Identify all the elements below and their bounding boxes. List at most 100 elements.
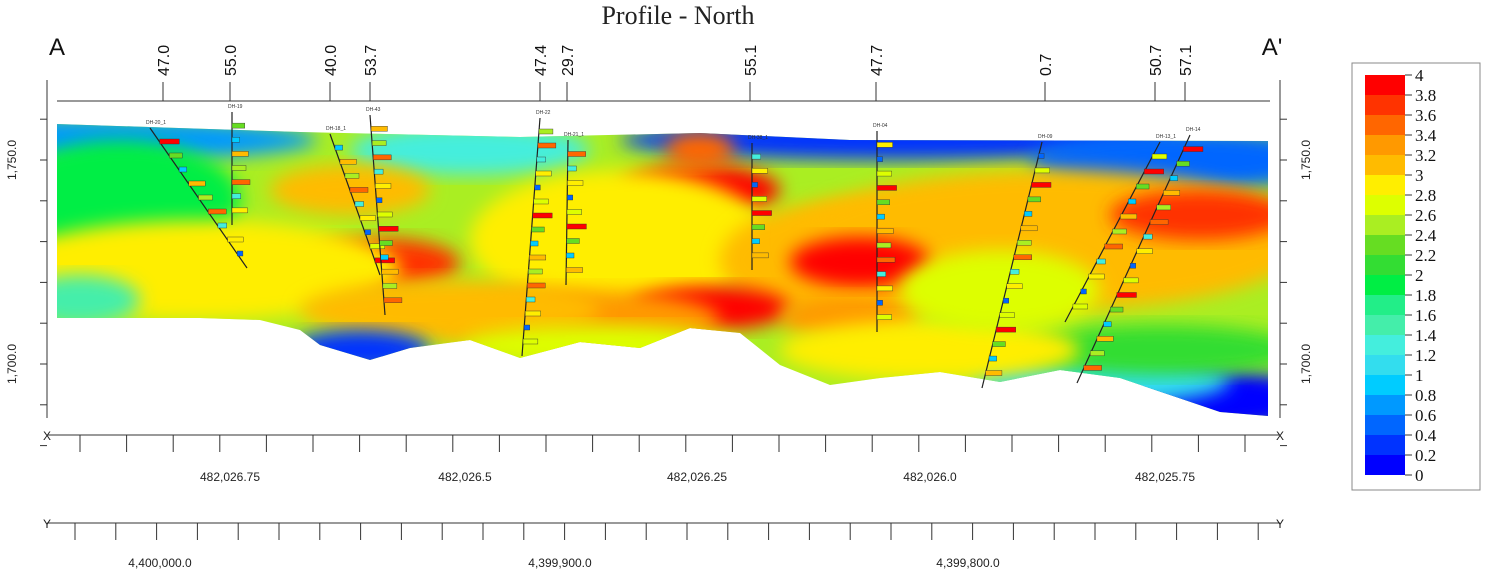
assay-bar [538,128,554,135]
legend-label: 3 [1415,166,1424,185]
assay-bar [526,296,536,303]
drillhole-label: DH-13_1 [1156,134,1176,140]
legend-label: 2.2 [1415,246,1436,265]
assay-bar [379,240,393,246]
assay-bar [876,170,893,177]
assay-bar [566,267,583,273]
assay-bar [876,257,896,263]
assay-bar [1103,321,1112,327]
legend-swatch [1365,255,1405,275]
assay-bar [988,355,997,362]
assay-bar [373,154,392,161]
assay-bar [992,341,1006,347]
section-start-label: A [49,34,65,61]
assay-bar [876,242,892,249]
dip-label: 55.0 [223,45,240,76]
assay-bar [1120,213,1138,220]
assay-bar [1080,288,1087,295]
assay-bar [1038,153,1045,159]
x-axis-tick-label: 482,026.0 [903,470,957,484]
assay-bar [1002,297,1009,304]
assay-bar [1034,167,1050,174]
drillhole-label: DH-19 [228,104,243,110]
dip-label: 0.7 [1038,54,1055,76]
assay-bar [159,138,180,145]
assay-bar [751,168,768,174]
x-axis-tick-label: 482,026.75 [200,470,260,484]
assay-bar [349,187,369,193]
contour-blob [460,325,740,365]
assay-bar [1013,254,1032,260]
assay-bar [381,268,399,275]
legend-swatch [1365,375,1405,395]
legend-label: 3.4 [1415,126,1437,145]
assay-bar [876,300,883,306]
x-axis-tick-label: 482,025.75 [1135,470,1195,484]
assay-bar [751,224,766,230]
assay-bar [1149,219,1169,225]
assay-bar [1143,233,1153,240]
drillhole-label: DH-21_1 [564,132,584,138]
contour-blob [1020,325,1268,375]
contour-blob [900,250,1100,330]
x-axis-tick-label: 482,026.25 [667,470,727,484]
legend-swatch [1365,455,1405,475]
assay-bar [523,324,530,331]
assay-bar [231,179,251,185]
assay-bar [1104,243,1123,250]
legend-label: 1.6 [1415,306,1436,325]
assay-bar [751,252,769,259]
assay-bar [1083,365,1102,371]
drillhole-label: DH-09 [1038,134,1053,140]
elevation-tick-label: 1,700.0 [5,344,19,384]
contour-blob [470,170,770,310]
section-end-label: A' [1262,34,1283,61]
assay-bar [527,282,546,289]
legend-label: 3.6 [1415,106,1436,125]
assay-bar [1110,306,1124,313]
assay-bar [567,194,574,201]
legend-label: 2 [1415,266,1424,285]
assay-bar [876,228,894,234]
assay-bar [567,151,586,157]
assay-bar [1129,263,1136,269]
assay-bar [354,201,365,207]
assay-bar [377,211,393,218]
assay-bar [369,243,386,250]
contour-blob [57,275,140,325]
assay-bar [999,312,1015,318]
assay-bar [376,197,383,203]
drillholes: DH-20_1 DH-19 DH-18_1 DH-43 DH-22 DH-21_1 DH-3… [146,104,1204,389]
assay-bar [378,226,399,232]
legend-label: 0 [1415,466,1424,485]
assay-bar [231,165,247,171]
dip-label: 47.4 [533,45,550,76]
assay-bar [178,166,187,173]
legend-label: 2.4 [1415,226,1437,245]
assay-bar [370,126,388,132]
dip-label: 40.0 [323,45,340,76]
drillhole-label: DH-43 [366,107,381,113]
assay-bar [1183,146,1204,152]
assay-bar [751,238,760,244]
assay-bar [1136,183,1150,190]
assay-bar [566,223,587,230]
y-axis-label-right: Y [1276,517,1284,531]
x-axis-label: X [43,429,51,443]
x-axis-tick-label: 482,026.5 [438,470,492,484]
color-legend: 43.83.63.43.232.82.62.42.221.81.61.41.21… [1351,62,1481,491]
assay-bar [169,152,183,159]
elevation-tick-label-right: 1,750.0 [1299,140,1313,180]
dip-label: 50.7 [1148,45,1165,76]
contour-blob [780,320,1080,380]
assay-bar [359,215,376,221]
legend-swatch [1365,435,1405,455]
assay-bar [371,140,387,146]
assay-bar [751,210,772,216]
assay-bar [534,184,541,191]
assay-bar [344,173,360,179]
elevation-tick-label: 1,750.0 [5,140,19,180]
assay-bar [231,137,240,143]
assay-bar [567,180,584,186]
